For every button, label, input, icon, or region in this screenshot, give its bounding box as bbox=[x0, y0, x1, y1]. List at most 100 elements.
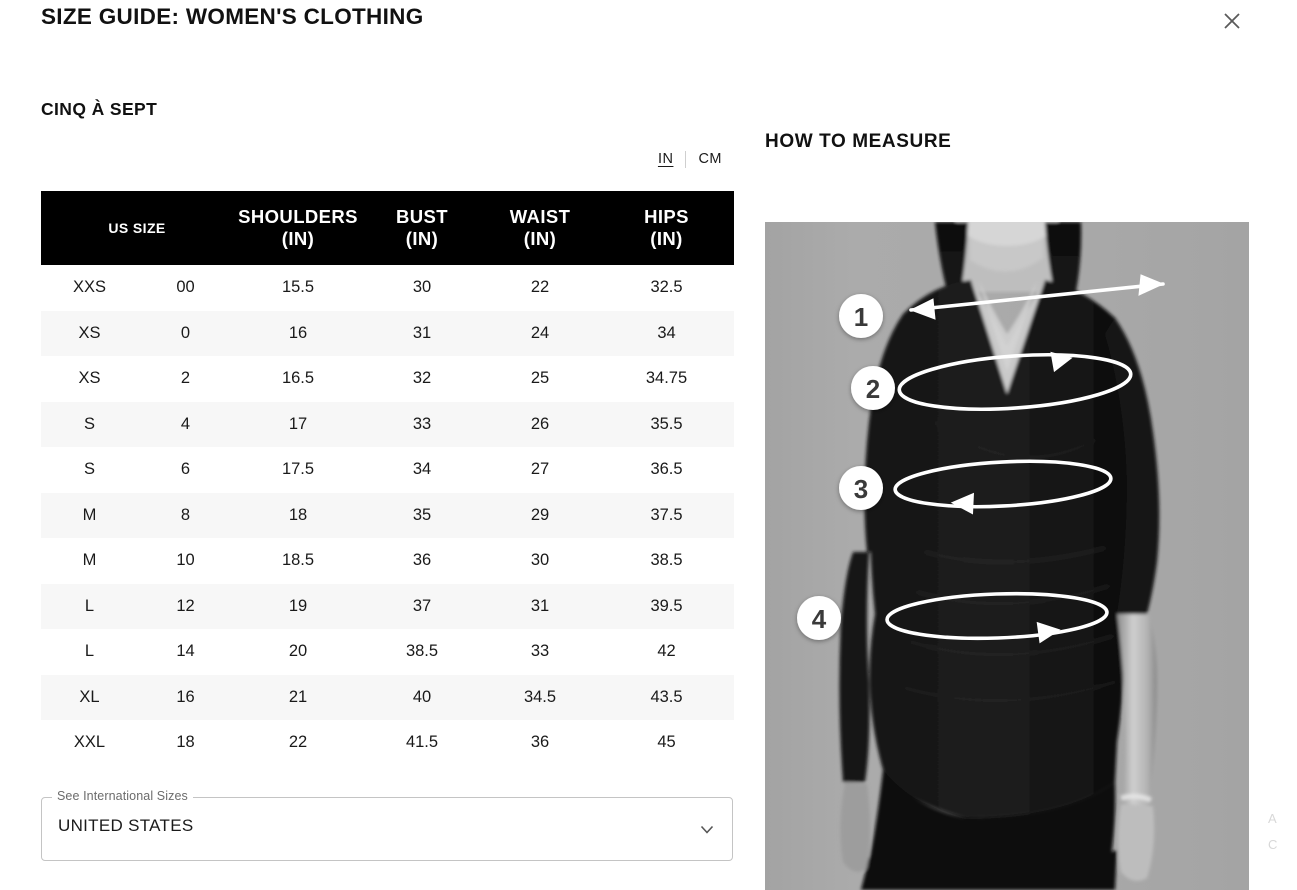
cell-hips: 34.75 bbox=[645, 369, 688, 388]
table-header-row: US SIZE SHOULDERS (IN) BUST (IN) WAIST (… bbox=[41, 191, 735, 265]
cell-hips: 38.5 bbox=[650, 551, 683, 570]
cell-num: 12 bbox=[176, 596, 195, 615]
column-header-bust-line2: (IN) bbox=[405, 228, 439, 249]
cell-letter: XXL bbox=[73, 733, 106, 752]
table-row: XS 0 16 31 24 34 bbox=[41, 310, 735, 356]
cell-hips: 45 bbox=[657, 733, 676, 752]
table-body: XXS 00 15.5 30 22 32.5 XS 0 16 31 24 34 XS 2 16.5 32 25 3… bbox=[41, 265, 735, 766]
callout-3: 3 bbox=[854, 474, 868, 504]
cell-shoulders: 19 bbox=[288, 596, 308, 615]
cell-bust: 37 bbox=[412, 596, 432, 615]
column-header-waist-line1: WAIST bbox=[509, 206, 571, 228]
cell-shoulders: 16 bbox=[288, 323, 308, 342]
cell-letter: L bbox=[84, 596, 95, 615]
column-header-bust-line1: BUST bbox=[396, 206, 448, 228]
cell-letter: XL bbox=[79, 687, 100, 706]
cell-bust: 41.5 bbox=[405, 733, 439, 752]
column-header-shoulders: SHOULDERS (IN) bbox=[233, 191, 363, 265]
table-row: S 4 17 33 26 35.5 bbox=[41, 401, 735, 447]
cell-num: 6 bbox=[180, 460, 191, 479]
table-row: L 12 19 37 31 39.5 bbox=[41, 583, 735, 629]
cell-hips: 35.5 bbox=[650, 414, 683, 433]
cell-bust: 38.5 bbox=[405, 642, 439, 661]
edge-cutoff-text: A C bbox=[1268, 806, 1294, 858]
cell-hips: 43.5 bbox=[650, 687, 683, 706]
cell-letter: S bbox=[83, 414, 95, 433]
column-header-hips-line1: HIPS bbox=[644, 206, 689, 228]
cell-waist: 29 bbox=[530, 505, 550, 524]
edge-cutoff-line-1: A bbox=[1268, 811, 1277, 826]
table-header: US SIZE SHOULDERS (IN) BUST (IN) WAIST (… bbox=[41, 191, 735, 265]
cell-waist: 26 bbox=[530, 414, 550, 433]
international-sizes-select[interactable]: See International Sizes UNITED STATES bbox=[41, 789, 733, 861]
page-title: SIZE GUIDE: WOMEN'S CLOTHING bbox=[41, 4, 424, 29]
cell-letter: L bbox=[84, 642, 95, 661]
unit-option-in[interactable]: IN bbox=[646, 150, 686, 168]
cell-bust: 36 bbox=[412, 551, 432, 570]
cell-waist: 27 bbox=[530, 460, 550, 479]
cell-hips: 39.5 bbox=[650, 596, 683, 615]
cell-bust: 34 bbox=[412, 460, 432, 479]
column-header-us-size: US SIZE bbox=[108, 219, 166, 236]
close-button[interactable] bbox=[1215, 4, 1249, 38]
cell-hips: 42 bbox=[657, 642, 676, 661]
cell-waist: 31 bbox=[530, 596, 550, 615]
cell-num: 00 bbox=[176, 278, 195, 297]
cell-shoulders: 21 bbox=[288, 687, 308, 706]
select-value: UNITED STATES bbox=[58, 816, 194, 835]
how-to-measure-title: HOW TO MEASURE bbox=[765, 131, 952, 152]
close-icon bbox=[1215, 4, 1249, 38]
cell-num: 8 bbox=[180, 505, 191, 524]
brand-name: CINQ À SEPT bbox=[41, 99, 158, 119]
cell-hips: 34 bbox=[657, 323, 676, 342]
chevron-down-icon[interactable] bbox=[695, 817, 719, 841]
cell-waist: 22 bbox=[530, 278, 550, 297]
cell-letter: XS bbox=[78, 323, 101, 342]
select-label: See International Sizes bbox=[52, 789, 193, 803]
cell-num: 2 bbox=[180, 369, 191, 388]
cell-hips: 37.5 bbox=[650, 505, 683, 524]
column-header-shoulders-line1: SHOULDERS bbox=[238, 206, 358, 228]
cell-shoulders: 18 bbox=[288, 505, 308, 524]
cell-letter: M bbox=[82, 505, 97, 524]
edge-cutoff-line-2: C bbox=[1268, 837, 1278, 852]
cell-num: 14 bbox=[176, 642, 195, 661]
cell-hips: 32.5 bbox=[650, 278, 683, 297]
column-header-waist: WAIST (IN) bbox=[481, 191, 599, 265]
table-row: M 8 18 35 29 37.5 bbox=[41, 492, 735, 538]
table-row: S 6 17.5 34 27 36.5 bbox=[41, 447, 735, 493]
cell-waist: 24 bbox=[530, 323, 550, 342]
column-header-waist-line2: (IN) bbox=[523, 228, 557, 249]
column-header-bust: BUST (IN) bbox=[363, 191, 481, 265]
callout-4: 4 bbox=[812, 604, 827, 634]
callout-2: 2 bbox=[866, 374, 880, 404]
cell-shoulders: 17.5 bbox=[281, 460, 315, 479]
column-header-hips: HIPS (IN) bbox=[599, 191, 734, 265]
cell-shoulders: 20 bbox=[288, 642, 308, 661]
unit-divider bbox=[685, 150, 687, 168]
cell-shoulders: 18.5 bbox=[281, 551, 315, 570]
cell-num: 10 bbox=[176, 551, 195, 570]
cell-bust: 33 bbox=[412, 414, 432, 433]
cell-num: 18 bbox=[176, 733, 195, 752]
unit-toggle: IN CM bbox=[560, 148, 734, 170]
cell-bust: 32 bbox=[412, 369, 432, 388]
cell-num: 0 bbox=[180, 323, 191, 342]
column-header-shoulders-line2: (IN) bbox=[281, 228, 315, 249]
cell-letter: XS bbox=[78, 369, 101, 388]
cell-waist: 34.5 bbox=[523, 687, 557, 706]
cell-waist: 36 bbox=[530, 733, 550, 752]
cell-num: 16 bbox=[176, 687, 195, 706]
unit-option-cm[interactable]: CM bbox=[686, 150, 734, 168]
size-chart-table: US SIZE SHOULDERS (IN) BUST (IN) WAIST (… bbox=[41, 191, 735, 766]
callout-1: 1 bbox=[854, 302, 868, 332]
how-to-measure-image: 1 2 3 4 bbox=[765, 222, 1249, 890]
column-header-hips-line2: (IN) bbox=[650, 228, 683, 249]
table-row: L 14 20 38.5 33 42 bbox=[41, 629, 735, 675]
cell-bust: 31 bbox=[412, 323, 432, 342]
cell-shoulders: 17 bbox=[288, 414, 308, 433]
cell-shoulders: 16.5 bbox=[281, 369, 315, 388]
cell-shoulders: 15.5 bbox=[281, 278, 315, 297]
cell-letter: S bbox=[83, 460, 95, 479]
